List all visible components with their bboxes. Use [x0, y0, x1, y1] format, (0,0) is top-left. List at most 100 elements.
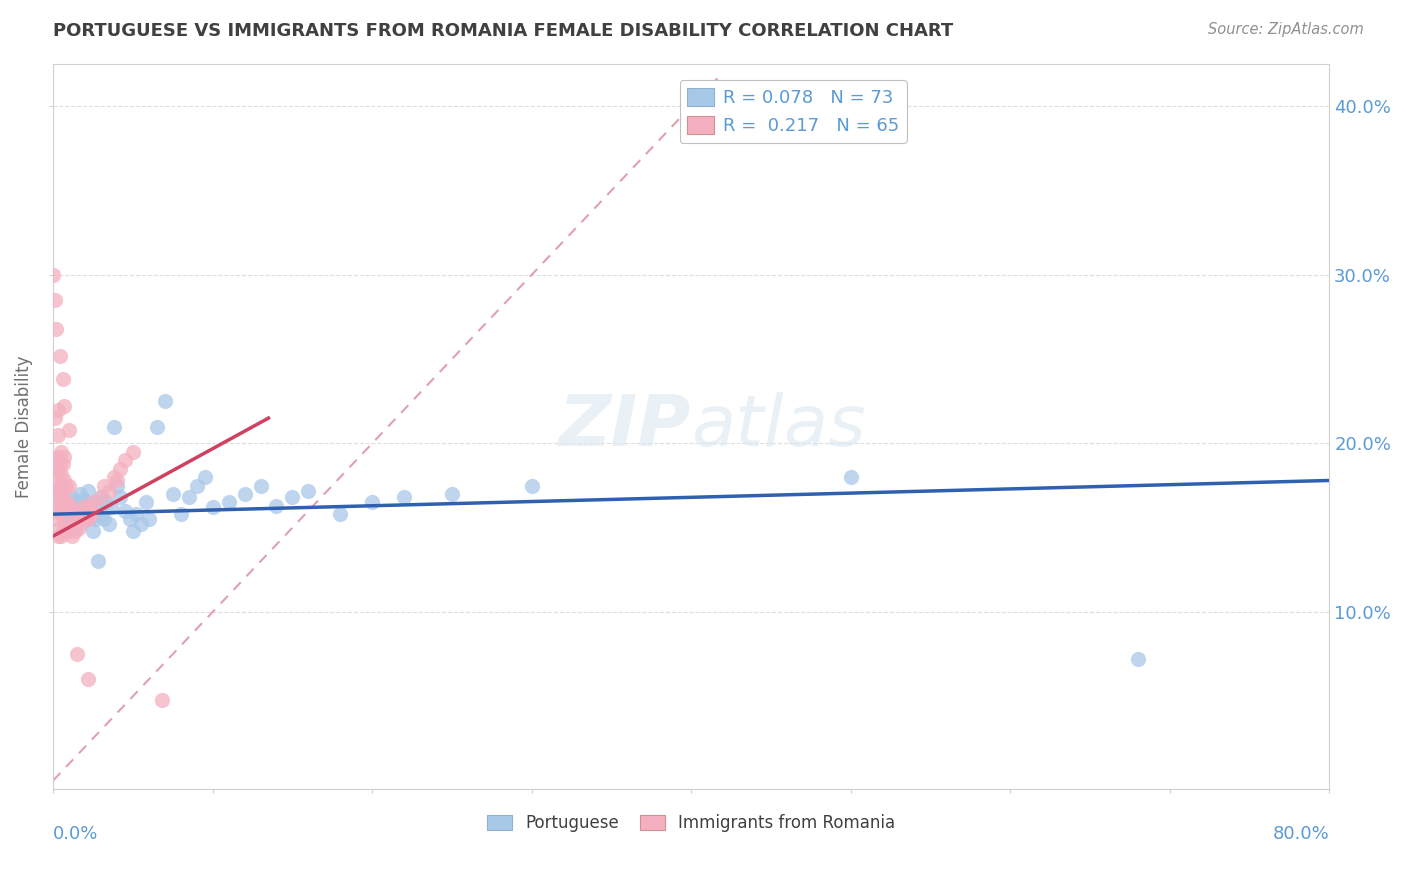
Point [108, 491, 131, 505]
Point [45, 512, 67, 526]
Point [281, 491, 304, 505]
Point [48, 521, 70, 535]
Point [56, 521, 79, 535]
Point [297, 483, 319, 498]
Point [60, 517, 83, 532]
Point [46, 483, 69, 498]
Point [58, 524, 80, 538]
Point [839, 470, 862, 484]
Point [79, 510, 101, 524]
Point [60, 500, 83, 515]
Point [69, 487, 91, 501]
Point [44, 453, 66, 467]
Point [72, 508, 94, 523]
Point [53, 504, 76, 518]
Point [129, 517, 152, 532]
Point [46, 467, 69, 481]
Point [46, 428, 69, 442]
Point [45, 322, 67, 336]
Point [63, 495, 86, 509]
Point [329, 507, 352, 521]
Point [42, 268, 65, 282]
Text: 0.0%: 0.0% [53, 825, 98, 843]
Text: ZIP: ZIP [560, 392, 692, 461]
Point [65, 504, 87, 518]
Point [59, 507, 82, 521]
Point [56, 500, 79, 515]
Point [125, 507, 148, 521]
Point [440, 487, 463, 501]
Point [170, 507, 193, 521]
Text: PORTUGUESE VS IMMIGRANTS FROM ROMANIA FEMALE DISABILITY CORRELATION CHART: PORTUGUESE VS IMMIGRANTS FROM ROMANIA FE… [53, 22, 953, 40]
Point [52, 478, 75, 492]
Point [52, 457, 75, 471]
Point [67, 521, 90, 535]
Text: atlas: atlas [692, 392, 866, 461]
Point [66, 647, 89, 661]
Point [53, 474, 76, 488]
Point [186, 478, 208, 492]
Point [150, 692, 173, 706]
Point [114, 453, 136, 467]
Point [63, 517, 86, 532]
Point [82, 524, 104, 538]
Point [98, 517, 121, 532]
Point [94, 495, 117, 509]
Point [48, 349, 70, 363]
Point [153, 394, 176, 409]
Point [82, 495, 104, 509]
Point [59, 500, 82, 515]
Point [49, 507, 72, 521]
Point [58, 423, 80, 437]
Point [58, 495, 80, 509]
Point [1126, 652, 1149, 666]
Point [84, 495, 107, 509]
Point [48, 499, 70, 513]
Point [69, 507, 91, 521]
Point [249, 478, 271, 492]
Point [63, 512, 86, 526]
Point [49, 529, 72, 543]
Point [201, 500, 224, 515]
Point [103, 470, 125, 484]
Point [53, 450, 76, 464]
Point [44, 293, 66, 307]
Text: 80.0%: 80.0% [1272, 825, 1329, 843]
Point [520, 478, 543, 492]
Point [52, 500, 75, 515]
Point [58, 478, 80, 492]
Point [66, 512, 89, 526]
Point [76, 500, 98, 515]
Point [65, 521, 87, 535]
Point [46, 450, 69, 464]
Point [49, 467, 72, 481]
Point [118, 512, 141, 526]
Point [69, 504, 91, 518]
Point [266, 499, 288, 513]
Point [55, 507, 77, 521]
Point [87, 554, 110, 568]
Point [67, 510, 90, 524]
Point [59, 521, 82, 535]
Point [44, 487, 66, 501]
Point [53, 495, 76, 509]
Point [392, 491, 415, 505]
Point [177, 491, 200, 505]
Point [73, 512, 96, 526]
Point [361, 495, 384, 509]
Point [80, 507, 103, 521]
Point [108, 461, 131, 475]
Point [93, 512, 115, 526]
Point [55, 524, 77, 538]
Point [114, 504, 136, 518]
Point [65, 524, 87, 538]
Point [53, 399, 76, 413]
Point [90, 507, 112, 521]
Point [52, 524, 75, 538]
Point [46, 504, 69, 518]
Point [77, 500, 100, 515]
Legend: Portuguese, Immigrants from Romania: Portuguese, Immigrants from Romania [481, 807, 901, 838]
Point [49, 445, 72, 459]
Point [73, 512, 96, 526]
Point [55, 478, 77, 492]
